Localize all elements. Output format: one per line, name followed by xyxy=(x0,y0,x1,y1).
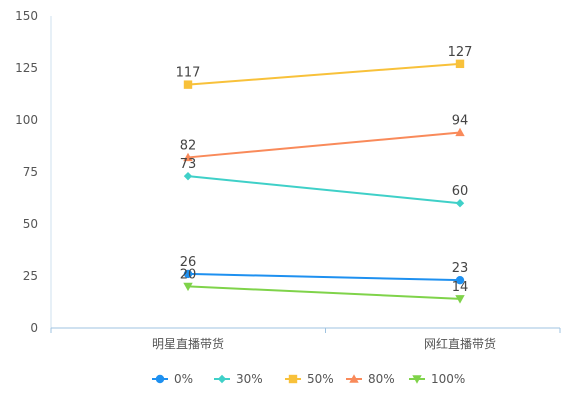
data-point-marker[interactable] xyxy=(455,199,465,208)
series-line-80pct[interactable] xyxy=(187,131,461,159)
data-label: 23 xyxy=(452,261,469,276)
data-point-marker[interactable] xyxy=(183,171,193,181)
data-point-marker[interactable] xyxy=(183,269,193,279)
y-tick-label: 0 xyxy=(30,321,38,335)
data-label: 117 xyxy=(176,66,201,81)
data-point-marker[interactable] xyxy=(455,127,465,137)
legend-label: 0% xyxy=(174,372,193,386)
legend-marker-icon[interactable] xyxy=(412,375,422,384)
series-line-100pct[interactable] xyxy=(187,285,461,300)
legend-item[interactable]: 0% xyxy=(152,372,193,386)
series-lines xyxy=(187,62,461,300)
data-point-marker[interactable] xyxy=(455,275,465,285)
data-point-marker[interactable] xyxy=(183,80,193,89)
legend-label: 50% xyxy=(307,372,334,386)
series-line-0pct[interactable] xyxy=(187,272,461,282)
legend-item[interactable]: 80% xyxy=(346,372,395,386)
data-point-marker[interactable] xyxy=(183,282,193,292)
y-tick-label: 150 xyxy=(15,9,38,23)
series-line-50pct[interactable] xyxy=(187,62,461,86)
legend-item[interactable]: 50% xyxy=(285,372,334,386)
legend-marker-icon[interactable] xyxy=(349,374,359,383)
data-label: 60 xyxy=(452,184,469,199)
data-label: 26 xyxy=(180,255,197,270)
legend-item[interactable]: 100% xyxy=(409,372,465,386)
y-tick-label: 50 xyxy=(23,217,38,231)
data-labels: 26 23 73 60 117 127 82 94 20 14 xyxy=(176,45,473,295)
y-tick-label: 100 xyxy=(15,113,38,127)
legend-marker-icon[interactable] xyxy=(217,374,227,384)
data-label: 14 xyxy=(452,280,469,295)
series-markers xyxy=(183,59,465,304)
y-tick-label: 125 xyxy=(15,61,38,75)
data-point-marker[interactable] xyxy=(183,152,193,162)
data-label: 73 xyxy=(180,157,197,172)
legend-item[interactable]: 30% xyxy=(214,372,263,386)
y-tick-label: 25 xyxy=(23,269,38,283)
data-label: 82 xyxy=(180,138,197,153)
data-point-marker[interactable] xyxy=(455,59,465,69)
data-label: 20 xyxy=(180,267,197,282)
data-label: 94 xyxy=(452,113,469,128)
x-tick-label: 网红直播带货 xyxy=(424,336,496,351)
legend-label: 30% xyxy=(236,372,263,386)
legend-marker-icon[interactable] xyxy=(288,374,298,384)
legend-marker-icon[interactable] xyxy=(155,374,165,384)
data-point-marker[interactable] xyxy=(455,295,465,304)
data-label: 127 xyxy=(448,45,473,60)
legend[interactable]: 0% 30% 50% 80% 100% xyxy=(152,372,465,386)
x-tick-label: 明星直播带货 xyxy=(152,336,224,351)
axes: 0 25 50 75 100 125 150 明星直播带货 网红直播带货 xyxy=(15,9,561,351)
series-line-30pct[interactable] xyxy=(187,175,461,205)
legend-label: 100% xyxy=(431,372,465,386)
legend-label: 80% xyxy=(368,372,395,386)
y-tick-label: 75 xyxy=(23,165,38,179)
